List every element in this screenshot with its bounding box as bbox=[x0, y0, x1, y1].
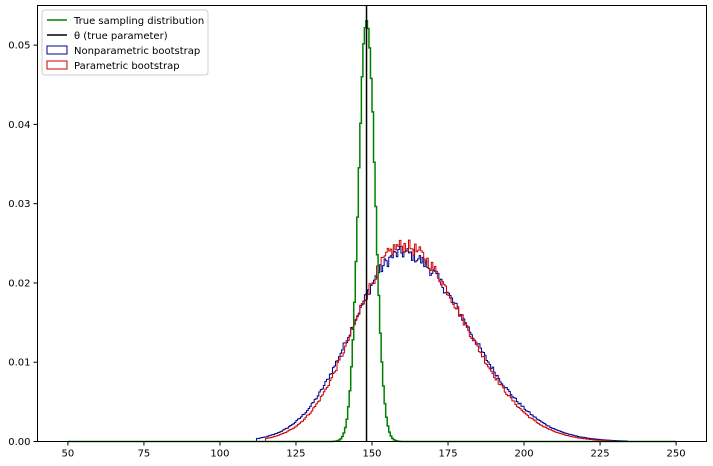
x-axis: 50 75 100 125 150 175 200 225 250 bbox=[62, 441, 686, 460]
series-parametric-bootstrap bbox=[265, 239, 613, 442]
y-axis: 0.00 0.01 0.02 0.03 0.04 0.05 bbox=[8, 41, 38, 448]
legend-label-theta: θ (true parameter) bbox=[74, 31, 168, 42]
legend-box bbox=[41, 9, 209, 76]
x-tick-label: 175 bbox=[438, 449, 457, 460]
legend-label-true-sampling: True sampling distribution bbox=[73, 16, 204, 27]
x-tick-label: 100 bbox=[210, 449, 229, 460]
legend-swatch-parametric bbox=[46, 60, 68, 70]
x-tick-label: 75 bbox=[138, 449, 151, 460]
legend-swatch-nonparametric bbox=[46, 45, 68, 55]
x-tick-label: 225 bbox=[591, 449, 610, 460]
x-tick-label: 200 bbox=[514, 449, 533, 460]
x-tick-label: 250 bbox=[667, 449, 686, 460]
y-tick-label: 0.04 bbox=[8, 120, 30, 131]
y-tick-label: 0.00 bbox=[8, 437, 30, 448]
y-tick-label: 0.03 bbox=[8, 199, 30, 210]
y-tick-label: 0.01 bbox=[8, 358, 30, 369]
y-tick-label: 0.05 bbox=[8, 41, 30, 52]
x-tick-label: 150 bbox=[362, 449, 381, 460]
x-tick-label: 125 bbox=[286, 449, 305, 460]
legend: True sampling distribution θ (true param… bbox=[41, 9, 209, 76]
legend-label-nonparametric: Nonparametric bootstrap bbox=[74, 46, 200, 57]
legend-label-parametric: Parametric bootstrap bbox=[74, 61, 180, 72]
x-tick-label: 50 bbox=[62, 449, 75, 460]
y-tick-label: 0.02 bbox=[8, 278, 30, 289]
